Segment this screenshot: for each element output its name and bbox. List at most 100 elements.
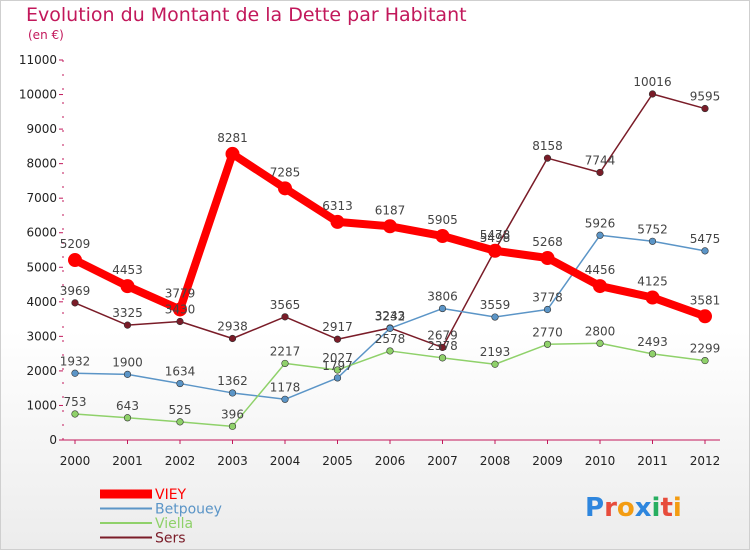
data-label-viey: 8281 bbox=[217, 131, 248, 145]
x-tick-label: 2004 bbox=[270, 454, 301, 468]
logo-letter: i bbox=[652, 493, 661, 523]
data-label-viella: 2770 bbox=[532, 325, 563, 339]
data-point-betpouey bbox=[543, 305, 552, 314]
data-point-viey bbox=[698, 309, 712, 324]
data-point-betpouey bbox=[228, 389, 237, 397]
legend-label-viey: VIEY bbox=[155, 487, 187, 503]
x-tick-label: 2001 bbox=[112, 454, 143, 468]
data-point-viella bbox=[333, 366, 342, 374]
logo-letter: x bbox=[635, 493, 652, 523]
logo-letter: r bbox=[604, 493, 617, 523]
data-point-betpouey bbox=[123, 370, 132, 378]
x-tick-label: 2009 bbox=[532, 454, 563, 468]
legend-label-betpouey: Betpouey bbox=[155, 502, 222, 518]
data-label-viey: 5478 bbox=[480, 228, 511, 242]
data-point-sers bbox=[281, 313, 289, 321]
y-tick-label: 3000 bbox=[26, 329, 57, 343]
data-point-betpouey bbox=[648, 237, 657, 245]
data-label-sers: 3969 bbox=[60, 284, 91, 298]
data-label-betpouey: 5475 bbox=[690, 232, 721, 246]
x-tick-label: 2011 bbox=[637, 454, 668, 468]
data-label-sers: 8158 bbox=[532, 139, 563, 153]
data-label-viey: 6187 bbox=[375, 203, 406, 217]
data-label-betpouey: 1634 bbox=[165, 365, 196, 379]
logo-letter: o bbox=[617, 493, 635, 523]
data-label-viey: 5905 bbox=[427, 213, 458, 227]
proxiti-logo: Proxiti bbox=[585, 493, 682, 523]
x-tick-label: 2006 bbox=[375, 454, 406, 468]
data-point-betpouey bbox=[701, 247, 709, 255]
data-label-sers: 9595 bbox=[690, 90, 721, 104]
x-tick-label: 2005 bbox=[322, 454, 353, 468]
data-point-sers bbox=[176, 317, 184, 326]
legend-label-viella: Viella bbox=[155, 516, 193, 532]
y-tick-label: 2000 bbox=[26, 364, 57, 378]
data-point-sers bbox=[701, 104, 709, 113]
data-point-sers bbox=[648, 90, 657, 98]
data-point-sers bbox=[543, 154, 552, 162]
data-label-viella: 2378 bbox=[427, 339, 458, 353]
legend-label-sers: Sers bbox=[155, 531, 186, 547]
y-tick-label: 1000 bbox=[26, 398, 57, 412]
data-point-betpouey bbox=[281, 395, 289, 403]
data-point-betpouey bbox=[176, 379, 184, 388]
x-tick-label: 2008 bbox=[480, 454, 511, 468]
data-label-sers: 7744 bbox=[585, 153, 616, 167]
data-label-sers: 3565 bbox=[270, 298, 301, 312]
data-point-betpouey bbox=[386, 324, 394, 332]
data-point-viey bbox=[278, 181, 292, 196]
data-point-viella bbox=[491, 360, 499, 368]
y-tick-label: 10000 bbox=[19, 88, 57, 102]
data-point-viey bbox=[120, 279, 135, 294]
data-label-viey: 5209 bbox=[60, 237, 91, 251]
data-point-viella bbox=[176, 418, 184, 426]
x-tick-label: 2002 bbox=[165, 454, 196, 468]
logo-letter: i bbox=[673, 493, 682, 523]
logo-letter: P bbox=[585, 493, 604, 523]
y-tick-label: 0 bbox=[49, 433, 57, 447]
data-label-viey: 4456 bbox=[585, 263, 616, 277]
data-point-betpouey bbox=[596, 231, 604, 239]
data-point-viey bbox=[225, 146, 240, 161]
data-label-betpouey: 5926 bbox=[585, 216, 616, 230]
data-label-viella: 2217 bbox=[270, 344, 301, 358]
data-point-betpouey bbox=[491, 313, 499, 321]
y-tick-label: 9000 bbox=[26, 122, 57, 136]
data-point-sers bbox=[438, 343, 447, 352]
data-label-viella: 2299 bbox=[690, 342, 721, 356]
data-point-viella bbox=[648, 350, 657, 358]
data-point-sers bbox=[596, 168, 604, 177]
data-label-viella: 2578 bbox=[375, 332, 406, 346]
data-label-betpouey: 3232 bbox=[375, 309, 406, 323]
data-point-betpouey bbox=[71, 369, 79, 377]
data-label-viella: 643 bbox=[116, 399, 139, 413]
data-label-viey: 5268 bbox=[532, 235, 563, 249]
data-label-betpouey: 5752 bbox=[637, 222, 668, 236]
data-label-sers: 3325 bbox=[112, 306, 143, 320]
data-label-sers: 10016 bbox=[633, 75, 671, 89]
data-label-viella: 396 bbox=[221, 407, 244, 421]
x-tick-label: 2012 bbox=[690, 454, 721, 468]
data-point-viella bbox=[281, 359, 289, 368]
data-label-viey: 4453 bbox=[112, 263, 143, 277]
data-label-viella: 753 bbox=[64, 395, 87, 409]
x-tick-label: 2007 bbox=[427, 454, 458, 468]
data-label-betpouey: 3559 bbox=[480, 298, 511, 312]
data-point-viey bbox=[593, 279, 607, 294]
data-point-viella bbox=[228, 422, 237, 430]
data-label-viella: 2027 bbox=[322, 351, 353, 365]
data-label-viey: 6313 bbox=[322, 199, 353, 213]
data-point-sers bbox=[71, 299, 79, 307]
data-label-betpouey: 1900 bbox=[112, 355, 143, 369]
data-point-viey bbox=[435, 229, 450, 244]
data-point-viella bbox=[71, 410, 79, 418]
data-label-betpouey: 3778 bbox=[532, 290, 563, 304]
data-label-betpouey: 1932 bbox=[60, 354, 91, 368]
data-point-viey bbox=[488, 243, 502, 258]
data-label-sers: 2679 bbox=[427, 328, 458, 342]
data-point-sers bbox=[228, 334, 237, 343]
data-label-sers: 2917 bbox=[322, 320, 353, 334]
data-point-sers bbox=[333, 335, 342, 343]
